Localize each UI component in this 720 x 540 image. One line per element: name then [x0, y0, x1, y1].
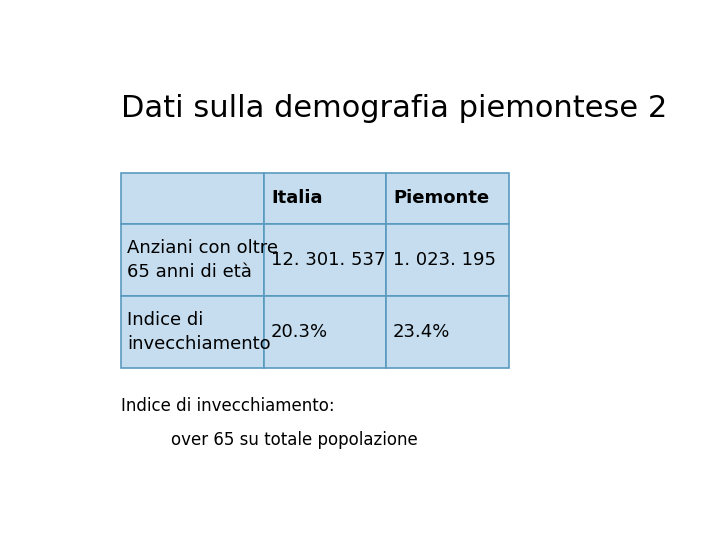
- Bar: [387, 296, 508, 368]
- Text: 1. 023. 195: 1. 023. 195: [393, 251, 496, 269]
- Bar: [264, 296, 387, 368]
- Text: 12. 301. 537: 12. 301. 537: [271, 251, 385, 269]
- Bar: [264, 224, 387, 296]
- Text: 20.3%: 20.3%: [271, 323, 328, 341]
- Bar: [387, 173, 508, 224]
- Text: Italia: Italia: [271, 190, 323, 207]
- Bar: [387, 224, 508, 296]
- Text: Piemonte: Piemonte: [393, 190, 489, 207]
- Text: Anziani con oltre
65 anni di età: Anziani con oltre 65 anni di età: [127, 239, 279, 281]
- Text: Dati sulla demografia piemontese 2: Dati sulla demografia piemontese 2: [121, 94, 667, 123]
- Bar: [121, 224, 264, 296]
- Text: Indice di
invecchiamento: Indice di invecchiamento: [127, 312, 271, 353]
- Bar: [121, 296, 264, 368]
- Text: over 65 su totale popolazione: over 65 su totale popolazione: [171, 431, 418, 449]
- Text: 23.4%: 23.4%: [393, 323, 451, 341]
- Bar: [121, 173, 264, 224]
- Text: Indice di invecchiamento:: Indice di invecchiamento:: [121, 397, 334, 415]
- Bar: [264, 173, 387, 224]
